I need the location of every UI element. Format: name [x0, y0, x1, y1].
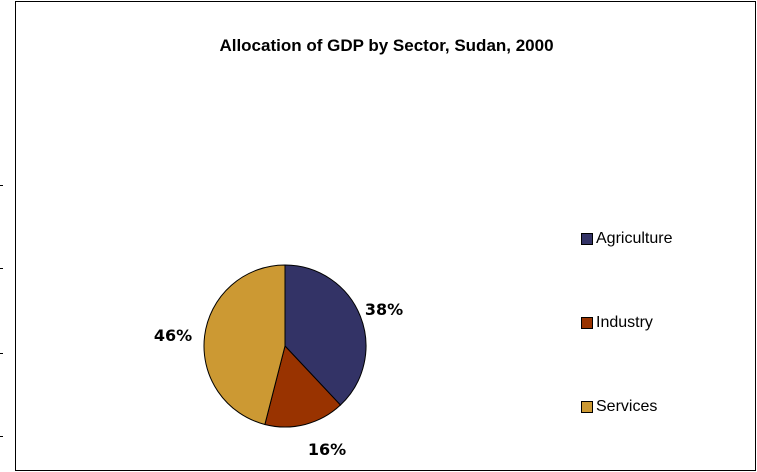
legend-swatch [581, 317, 593, 329]
legend-label: Agriculture [596, 230, 673, 247]
pie-slice-agriculture [284, 264, 367, 406]
pie-chart: 38% 16% 46% [154, 264, 403, 459]
pie-slice-services [203, 264, 286, 426]
legend-item-services: Services [581, 398, 657, 416]
legend-item-agriculture: Agriculture [581, 230, 672, 248]
legend-label: Services [596, 398, 658, 415]
tick-mark [0, 353, 3, 354]
legend-label: Industry [596, 314, 653, 331]
legend-swatch [581, 233, 593, 245]
pie-slice-industry [264, 344, 342, 428]
tick-mark [0, 185, 3, 186]
data-label-agriculture: 38% [365, 300, 403, 319]
data-label-industry: 16% [308, 440, 346, 459]
chart-title: Allocation of GDP by Sector, Sudan, 2000 [219, 36, 554, 55]
data-label-services: 46% [154, 326, 192, 345]
tick-mark [0, 268, 3, 269]
legend-swatch [581, 401, 593, 413]
tick-mark [0, 436, 3, 437]
chart-area: Allocation of GDP by Sector, Sudan, 2000… [15, 1, 756, 471]
legend-item-industry: Industry [581, 314, 653, 332]
